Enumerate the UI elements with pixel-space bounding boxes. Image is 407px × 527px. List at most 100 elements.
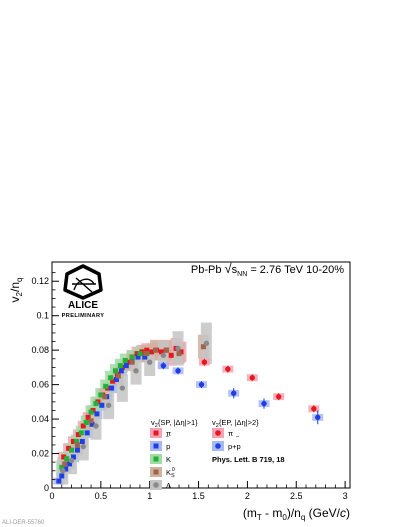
data-point-ks0-sp (176, 351, 182, 357)
data-point-k-sp (73, 438, 79, 444)
data-point-ks0-sp (200, 344, 206, 350)
data-point-x-sp (158, 349, 164, 355)
axes: 0 0.5 1 1.5 2 2.5 3 0 0.02 0.04 0.06 0.08 0.1 0.12 (31, 261, 351, 501)
svg-text:π: π (166, 429, 171, 438)
y-tick-label: 0.02 (31, 449, 49, 459)
data-point-p-sp (109, 385, 115, 391)
x-tick-label: 0 (49, 491, 54, 501)
data-point-p-sp (99, 402, 105, 408)
data-point-p-sp (123, 363, 129, 369)
data-point-p-sp (135, 354, 141, 360)
data-point-pp-ep (261, 400, 267, 407)
y-tick-label: 0 (44, 483, 49, 493)
data-point-ks0-sp (74, 442, 80, 448)
data-point-x-sp (80, 423, 86, 429)
data-point-p-sp (79, 438, 85, 444)
data-point-p-sp (89, 421, 95, 427)
data-point-x-sp (133, 368, 139, 374)
data-point-x-sp (119, 385, 126, 391)
data-point-k-sp (59, 464, 65, 470)
data-point-k-sp (122, 357, 128, 363)
legend-item-lambda-sp: Λ (150, 480, 171, 490)
data-point-k-sp (98, 392, 104, 398)
figure-id: ALI-DER-55760 (2, 520, 45, 526)
data-point-p-sp (67, 461, 73, 467)
data-point-x-sp (144, 347, 150, 353)
data-point-x-sp (93, 423, 99, 429)
data-point-x-sp (203, 340, 210, 346)
data-point-ks0-sp (62, 461, 68, 467)
legend-left-header: v2{SP, |Δη|>1} (151, 418, 198, 429)
data-point-k-sp (103, 383, 109, 389)
data-point-x-sp (60, 468, 66, 474)
data-point-ks0-sp (163, 347, 169, 353)
data-point-k-sp (83, 420, 89, 426)
data-point-x-sp (168, 352, 174, 358)
x-tick-label: 1 (147, 491, 152, 501)
data-point-p-sp (142, 354, 148, 360)
data-point-p-sp (56, 478, 62, 484)
data-point-x-sp (75, 432, 81, 438)
alice-logo-name: ALICE (68, 300, 98, 311)
data-point-x-sp (175, 345, 181, 352)
data-point-ks0-sp (88, 418, 94, 424)
data-point-ks0-sp (129, 359, 135, 365)
svg-text:p‾: p‾ (165, 435, 170, 451)
data-point-p-sp (70, 454, 76, 460)
x-tick-label: 3 (343, 491, 348, 501)
data-point-p-sp (63, 466, 69, 472)
data-point-pp-ep (175, 368, 181, 374)
svg-text:Λ: Λ (166, 481, 171, 490)
legend-item-pi-ep: π (212, 428, 233, 438)
alice-logo: ALICE PRELIMINARY (62, 264, 104, 319)
data-point-k-sp (69, 447, 75, 453)
alice-logo-swirl (72, 277, 96, 293)
data-point-k-sp (93, 401, 99, 407)
data-point-x-sp (61, 454, 67, 460)
data-point-p-sp (94, 411, 100, 417)
legend-item-pbar-sp: p‾ (150, 435, 170, 451)
svg-text:K: K (166, 455, 171, 464)
data-point-p-sp (84, 430, 90, 436)
data-point-pp-ep (231, 390, 237, 396)
data-point-k-sp (88, 409, 94, 415)
y-tick-label: 0.12 (31, 276, 49, 286)
data-point-x-sp (134, 351, 140, 357)
data-point-x-sp (147, 359, 153, 365)
y-tick-label: 0.06 (31, 380, 49, 390)
legend-right-header: v2{EP, |Δη|>2} (212, 418, 259, 429)
data-point-k-sp (129, 354, 135, 360)
data-point-x-sp (70, 438, 76, 444)
legend-item-pi-sp: π (150, 428, 171, 438)
x-tick-label: 2.5 (290, 491, 303, 501)
data-markers (56, 340, 321, 484)
data-point-x-sp (80, 443, 86, 450)
data-point-k-sp (78, 430, 84, 436)
reference-label: Phys. Lett. B 719, 18 (212, 455, 285, 464)
y-tick-label: 0.08 (31, 345, 49, 355)
data-point-x-ep (201, 359, 208, 365)
collision-label: Pb-Pb √sNN = 2.76 TeV 10-20% (191, 261, 344, 278)
data-point-p-sp (113, 376, 119, 382)
data-point-ks0-sp (102, 394, 108, 400)
x-tick-label: 1.5 (192, 491, 205, 501)
legend: v2{SP, |Δη|>1} v2{EP, |Δη|>2} π p‾ K KS0… (150, 418, 285, 490)
svg-text:KS0: KS0 (166, 467, 175, 479)
data-point-x-ep (275, 393, 282, 400)
data-point-ks0-sp (115, 373, 121, 379)
data-point-x-ep (249, 375, 255, 381)
x-tick-label: 0.5 (95, 491, 108, 501)
data-point-x-sp (149, 349, 155, 355)
data-point-p-sp (118, 368, 124, 374)
svg-text:π: π (228, 429, 233, 438)
x-axis-label: (mT - m0)/nq (GeV/c) (243, 506, 350, 522)
data-point-p-sp (74, 447, 80, 453)
data-point-pp-ep (198, 381, 205, 388)
data-point-k-sp (108, 375, 114, 381)
data-point-x-sp (160, 352, 167, 359)
y-tick-label: 0.04 (31, 414, 49, 424)
data-point-x-sp (110, 378, 116, 384)
legend-item-k-sp: K (150, 454, 171, 464)
data-point-pp-ep (160, 362, 167, 369)
